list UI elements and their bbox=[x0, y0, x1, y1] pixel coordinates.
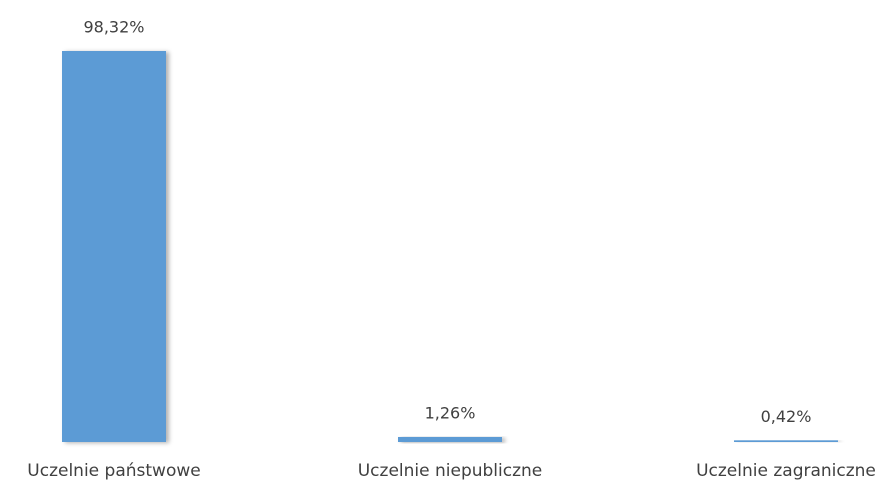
x-tick-label: Uczelnie zagraniczne bbox=[696, 461, 876, 481]
bar bbox=[398, 436, 502, 442]
x-tick-label: Uczelnie państwowe bbox=[27, 461, 200, 481]
bar bbox=[734, 440, 838, 442]
x-tick-label: Uczelnie niepubliczne bbox=[358, 461, 543, 481]
bar bbox=[62, 51, 166, 442]
data-label: 98,32% bbox=[83, 18, 144, 37]
data-label: 0,42% bbox=[761, 407, 812, 426]
data-label: 1,26% bbox=[425, 403, 476, 422]
